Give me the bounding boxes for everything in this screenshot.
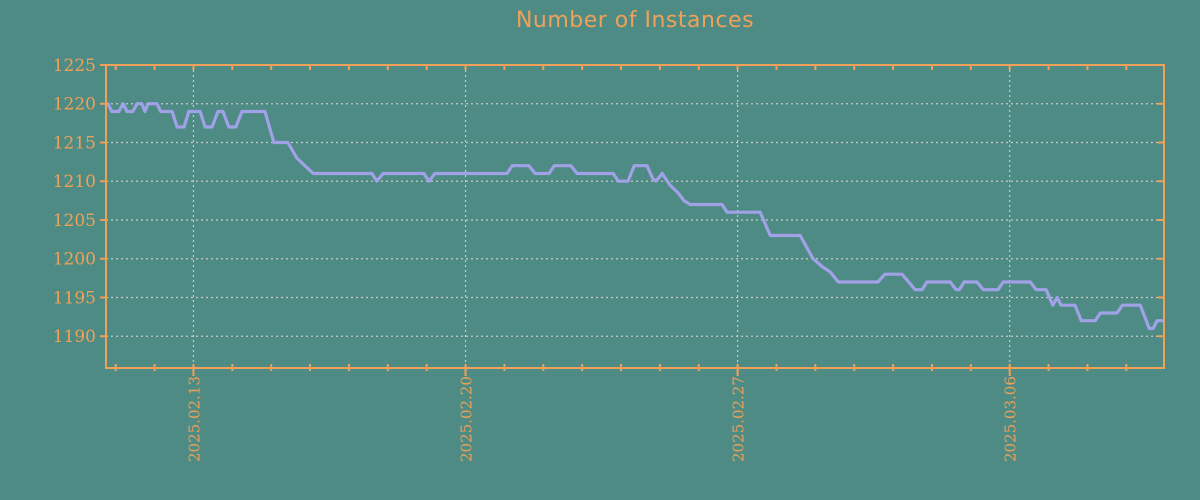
x-tick-label: 2025.03.06 xyxy=(1002,376,1020,462)
y-tick-label: 1195 xyxy=(53,288,96,308)
y-tick-label: 1225 xyxy=(53,56,96,76)
x-tick-label: 2025.02.27 xyxy=(730,376,748,462)
chart-title: Number of Instances xyxy=(515,8,755,33)
x-tick-label: 2025.02.13 xyxy=(185,376,203,462)
plot-frame xyxy=(105,64,1165,369)
y-tick-label: 1210 xyxy=(53,172,96,192)
y-tick-label: 1200 xyxy=(53,250,96,270)
y-tick-label: 1220 xyxy=(53,95,96,115)
y-tick-label: 1205 xyxy=(53,211,96,231)
y-tick-label: 1190 xyxy=(53,327,96,347)
y-tick-label: 1215 xyxy=(53,133,96,153)
x-tick-label: 2025.02.20 xyxy=(458,376,476,462)
series-line-instances xyxy=(106,102,1164,331)
